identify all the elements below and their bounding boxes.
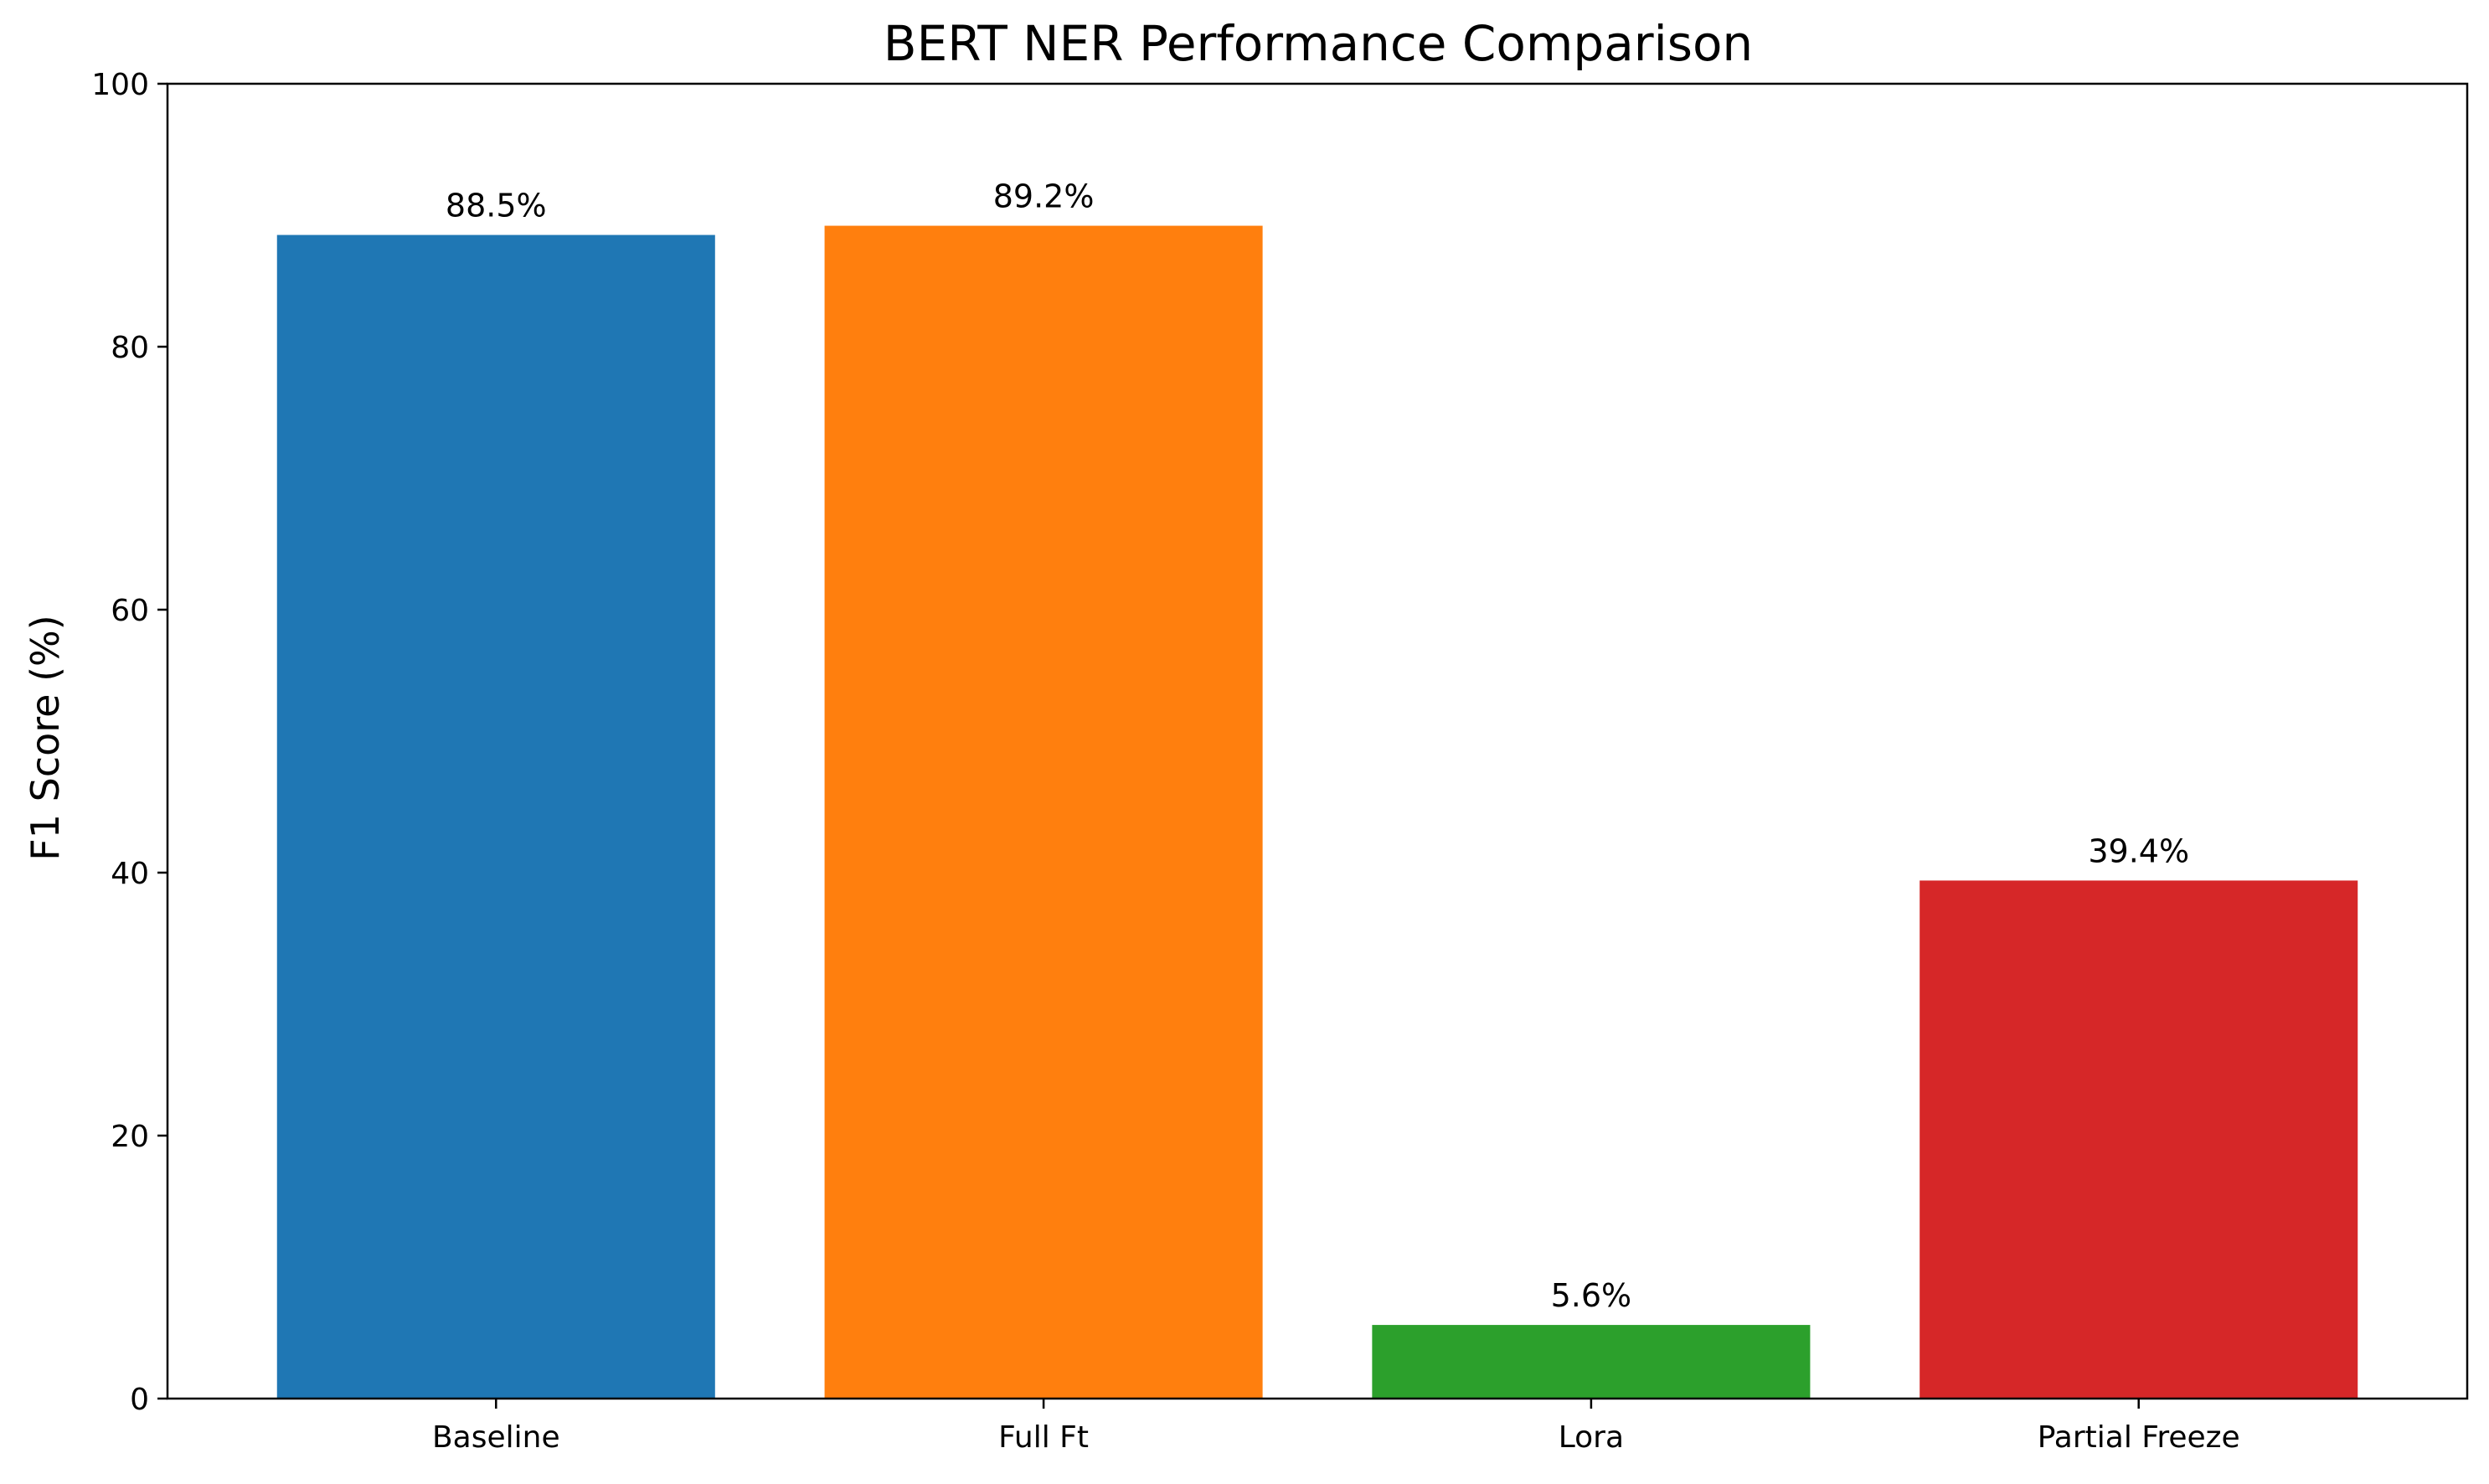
bar: [1372, 1325, 1811, 1399]
bar: [276, 234, 715, 1399]
y-tick-label: 20: [111, 1120, 149, 1154]
x-tick-label: Partial Freeze: [2038, 1420, 2240, 1455]
bar-value-label: 5.6%: [1551, 1277, 1632, 1314]
bar-value-label: 89.2%: [993, 178, 1095, 215]
y-tick-label: 40: [111, 857, 149, 891]
plot-area: 88.5% 89.2% 5.6% 39.4% 0 20 40 60 80 100 Baseline F…: [91, 68, 2469, 1455]
y-tick-label: 0: [130, 1383, 149, 1417]
chart-title: BERT NER Performance Comparison: [884, 15, 1753, 72]
x-tick-label: Baseline: [432, 1420, 560, 1455]
y-tick-label: 80: [111, 331, 149, 365]
x-tick-label: Full Ft: [998, 1420, 1089, 1455]
y-tick-label: 60: [111, 594, 149, 628]
bar-value-label: 39.4%: [2088, 832, 2189, 869]
y-tick-label: 100: [91, 68, 149, 102]
plot-frame: [166, 82, 2469, 1400]
y-axis-title: F1 Score (%): [23, 615, 68, 860]
x-tick-label: Lora: [1559, 1420, 1624, 1455]
bar: [1920, 880, 2358, 1399]
bar: [824, 225, 1263, 1399]
bar-value-label: 88.5%: [446, 188, 547, 224]
